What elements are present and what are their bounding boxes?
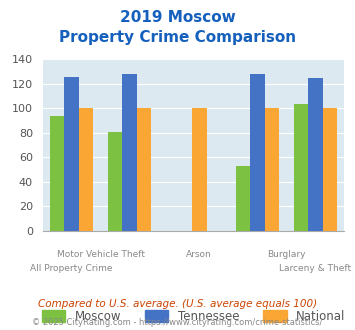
Bar xyxy=(236,166,250,231)
Bar xyxy=(50,116,64,231)
Text: Larceny & Theft: Larceny & Theft xyxy=(279,264,351,273)
Bar xyxy=(294,104,308,231)
Text: Arson: Arson xyxy=(186,250,212,259)
Bar xyxy=(79,109,93,231)
Text: Motor Vehicle Theft: Motor Vehicle Theft xyxy=(57,250,144,259)
Text: Burglary: Burglary xyxy=(267,250,306,259)
Text: © 2025 CityRating.com - https://www.cityrating.com/crime-statistics/: © 2025 CityRating.com - https://www.city… xyxy=(32,318,323,327)
Legend: Moscow, Tennessee, National: Moscow, Tennessee, National xyxy=(37,306,350,328)
Bar xyxy=(323,109,337,231)
Bar xyxy=(308,78,323,231)
Bar xyxy=(108,132,122,231)
Bar xyxy=(264,109,279,231)
Bar xyxy=(250,74,264,231)
Bar xyxy=(137,109,151,231)
Bar xyxy=(122,74,137,231)
Text: 2019 Moscow: 2019 Moscow xyxy=(120,10,235,25)
Text: All Property Crime: All Property Crime xyxy=(31,264,113,273)
Bar xyxy=(64,77,79,231)
Text: Property Crime Comparison: Property Crime Comparison xyxy=(59,30,296,45)
Bar xyxy=(192,109,207,231)
Text: Compared to U.S. average. (U.S. average equals 100): Compared to U.S. average. (U.S. average … xyxy=(38,299,317,309)
